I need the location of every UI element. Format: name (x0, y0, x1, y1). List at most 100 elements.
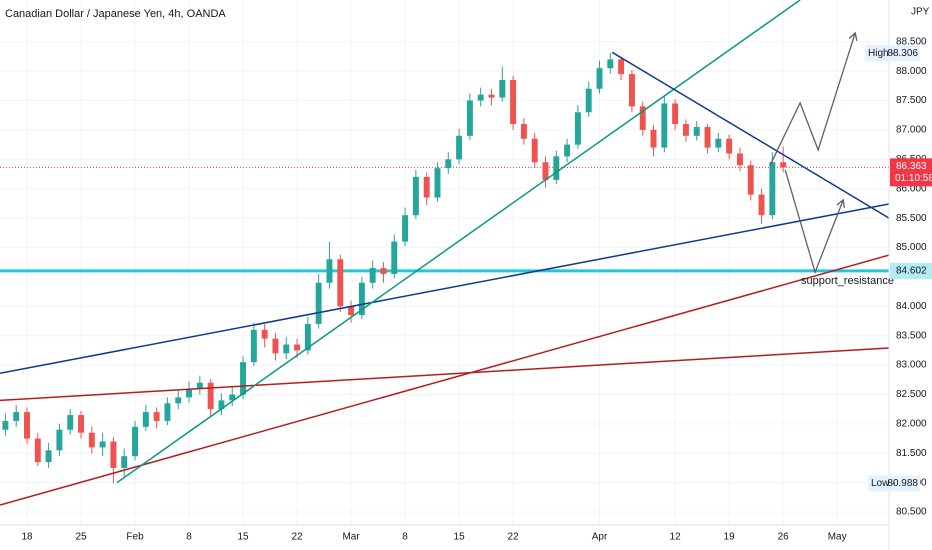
trend-line (0, 347, 889, 402)
candle-body (272, 338, 279, 354)
x-tick-label: 19 (724, 532, 736, 543)
candle-body (369, 268, 376, 283)
candle-body (88, 432, 95, 448)
candle-body (2, 420, 9, 430)
y-tick-label: 87.500 (896, 95, 927, 106)
candle-body (456, 135, 463, 160)
trend-line (0, 203, 889, 375)
x-tick-label: Feb (126, 532, 144, 543)
candle-body (477, 94, 484, 101)
candle-body (693, 126, 700, 136)
trend-line (116, 0, 801, 484)
x-tick-label: 8 (186, 532, 192, 543)
y-tick-label: 82.500 (896, 389, 927, 400)
projection-arrow (769, 31, 858, 166)
candle-body (607, 59, 614, 69)
x-tick-label: 15 (237, 532, 249, 543)
y-tick-label: 83.000 (896, 360, 927, 371)
y-tick-label: 84.000 (896, 301, 927, 312)
candle-body (769, 162, 776, 216)
x-tick-label: 18 (21, 532, 33, 543)
candle-body (315, 282, 322, 324)
candle-body (650, 129, 657, 148)
x-tick-label: Mar (342, 532, 360, 543)
candle-body (391, 241, 398, 274)
candle-body (250, 329, 257, 363)
candle-body (758, 194, 765, 216)
high-label: High - (868, 48, 895, 59)
y-tick-label: 81.500 (896, 448, 927, 459)
candle-body (747, 165, 754, 195)
candle-body (510, 79, 517, 125)
plot (0, 0, 889, 506)
candle-body (153, 412, 160, 421)
candle-body (207, 382, 214, 410)
candle-body (639, 106, 646, 130)
candle-body (304, 323, 311, 351)
low-value: 80.988 (887, 478, 918, 489)
candle-body (661, 103, 668, 148)
y-tick-label: 88.000 (896, 66, 927, 77)
candle-body (348, 306, 355, 316)
low-badge (868, 475, 920, 492)
candle-body (618, 59, 625, 75)
candle-body (780, 162, 787, 168)
trend-line (611, 51, 889, 219)
candle-body (466, 100, 473, 136)
candle-body (542, 162, 549, 180)
candle-body (445, 159, 452, 169)
candle-body (67, 415, 74, 430)
x-tick-label: Apr (592, 532, 608, 543)
candle-body (229, 394, 236, 401)
y-tick-label: 85.500 (896, 213, 927, 224)
candle-body (434, 168, 441, 198)
candle-body (337, 259, 344, 307)
candle-body (596, 68, 603, 89)
candle-body (715, 138, 722, 148)
x-tick-label: 26 (778, 532, 790, 543)
trend-line (0, 254, 889, 506)
y-tick-label: 83.500 (896, 330, 927, 341)
candle-body (520, 124, 527, 139)
x-tick-label: 22 (291, 532, 303, 543)
candle-body (412, 176, 419, 216)
candle-body (531, 138, 538, 163)
candle-body (283, 344, 290, 354)
y-tick-label: 82.000 (896, 419, 927, 430)
candle-body (628, 74, 635, 107)
last-price-label: 86.363 (896, 161, 927, 172)
y-tick-label: 80.500 (896, 507, 927, 518)
candle-body (358, 282, 365, 316)
grid (0, 0, 889, 525)
chart-title: Canadian Dollar / Japanese Yen, 4h, OAND… (5, 8, 226, 20)
candle-body (499, 79, 506, 98)
candle-body (56, 429, 63, 451)
candle-body (726, 138, 733, 154)
candle-body (261, 329, 268, 339)
last-price-badge (890, 158, 932, 187)
candle-body (682, 124, 689, 136)
y-tick-label: 85.000 (896, 242, 927, 253)
candle-body (142, 412, 149, 427)
candle-body (186, 388, 193, 398)
candle-body (34, 438, 41, 463)
high-value: 88.306 (887, 48, 918, 59)
hline-badge-label: 84.602 (896, 266, 927, 277)
candle-body (326, 259, 333, 283)
y-tick-label: 87.000 (896, 125, 927, 136)
candle-body (402, 215, 409, 242)
candle-body (736, 153, 743, 166)
y-tick-label: 86.000 (896, 183, 927, 194)
x-tick-label: 8 (402, 532, 408, 543)
x-tick-label: 15 (454, 532, 466, 543)
countdown-label: 01:10:58 (895, 173, 932, 184)
x-tick-label: 12 (670, 532, 682, 543)
hline-badge (890, 262, 932, 279)
currency-label: JPY (911, 7, 930, 18)
candle-body (196, 382, 203, 389)
x-tick-label: May (828, 532, 847, 543)
candle-body (175, 397, 182, 404)
candle-body (553, 156, 560, 180)
candle-body (99, 441, 106, 448)
